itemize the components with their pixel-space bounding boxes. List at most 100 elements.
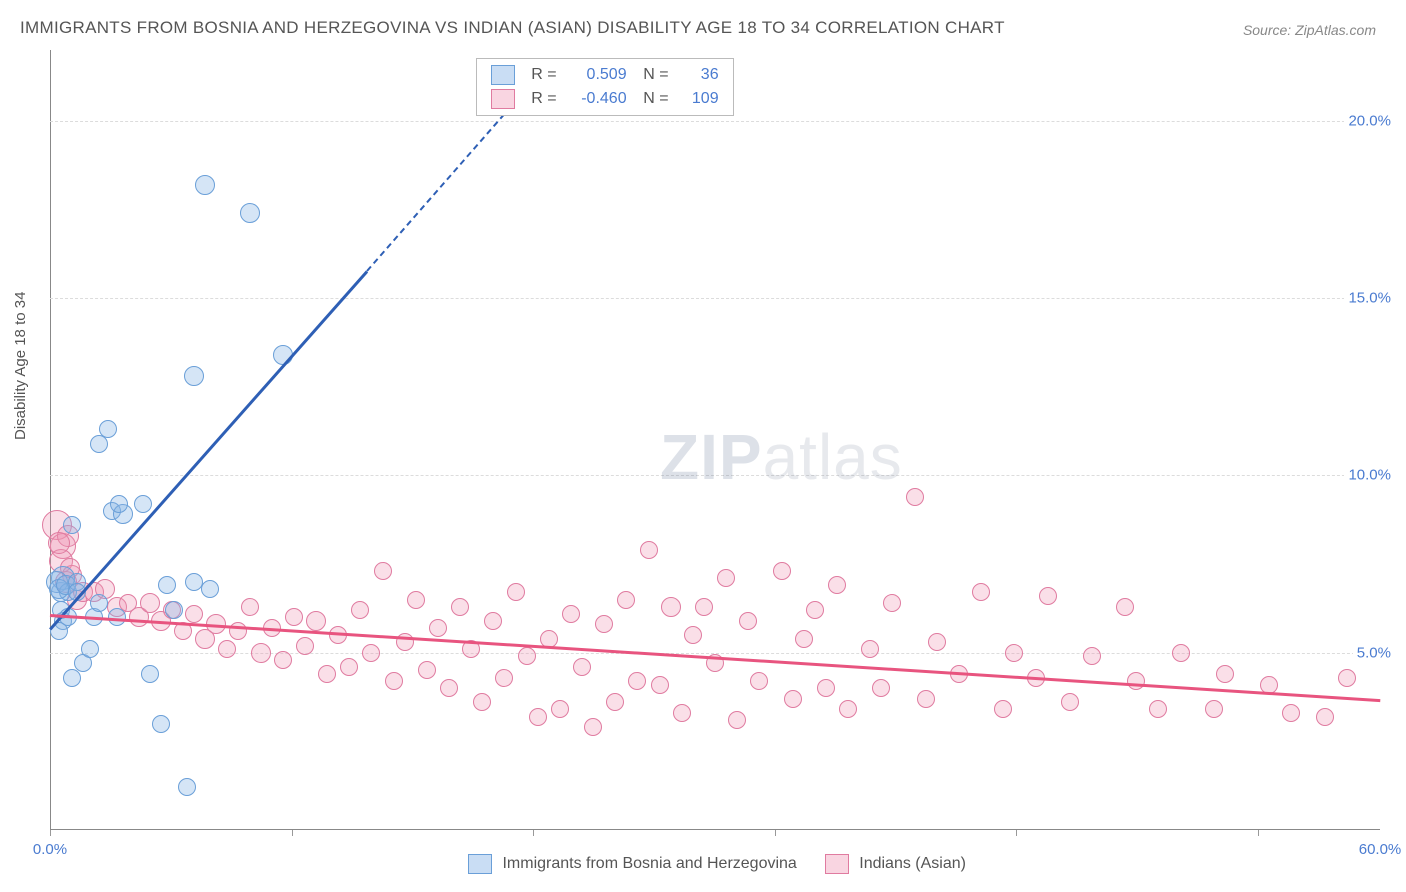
n-value: 36 <box>679 66 719 84</box>
x-tick-mark <box>1258 830 1259 836</box>
data-point <box>90 594 108 612</box>
r-value: -0.460 <box>567 90 627 108</box>
data-point <box>152 715 170 733</box>
n-label: N = <box>637 66 669 84</box>
data-point <box>606 693 624 711</box>
data-point <box>240 203 260 223</box>
data-point <box>201 580 219 598</box>
scatter-plot-area: 5.0%10.0%15.0%20.0%0.0%60.0%R =0.509N =3… <box>50 50 1380 830</box>
data-point <box>1316 708 1334 726</box>
data-point <box>595 615 613 633</box>
stats-row: R = -0.460 N = 109 <box>477 87 733 111</box>
data-point <box>195 175 215 195</box>
x-tick-mark <box>292 830 293 836</box>
data-point <box>473 693 491 711</box>
data-point <box>274 651 292 669</box>
data-point <box>562 605 580 623</box>
stats-row: R = 0.509 N = 36 <box>477 63 733 87</box>
data-point <box>529 708 547 726</box>
data-point <box>784 690 802 708</box>
data-point <box>1127 672 1145 690</box>
data-point <box>773 562 791 580</box>
data-point <box>158 576 176 594</box>
data-point <box>1061 693 1079 711</box>
data-point <box>495 669 513 687</box>
data-point <box>695 598 713 616</box>
data-point <box>165 601 183 619</box>
data-point <box>251 643 271 663</box>
data-point <box>1039 587 1057 605</box>
data-point <box>429 619 447 637</box>
data-point <box>750 672 768 690</box>
data-point <box>81 640 99 658</box>
data-point <box>351 601 369 619</box>
data-point <box>184 366 204 386</box>
data-point <box>507 583 525 601</box>
y-tick-label: 15.0% <box>1344 290 1395 307</box>
y-axis-label: Disability Age 18 to 34 <box>12 292 29 440</box>
x-tick-mark <box>533 830 534 836</box>
x-tick-mark <box>1016 830 1017 836</box>
data-point <box>518 647 536 665</box>
correlation-stats-box: R = 0.509 N = 36 R = -0.460 N = 109 <box>476 58 734 116</box>
data-point <box>628 672 646 690</box>
data-point <box>1282 704 1300 722</box>
data-point <box>617 591 635 609</box>
data-point <box>839 700 857 718</box>
legend-swatch <box>491 89 515 109</box>
n-value: 109 <box>679 90 719 108</box>
data-point <box>972 583 990 601</box>
chart-title: IMMIGRANTS FROM BOSNIA AND HERZEGOVINA V… <box>20 18 1005 38</box>
data-point <box>318 665 336 683</box>
n-label: N = <box>637 90 669 108</box>
data-point <box>451 598 469 616</box>
data-point <box>306 611 326 631</box>
data-point <box>418 661 436 679</box>
r-label: R = <box>525 66 557 84</box>
data-point <box>185 573 203 591</box>
data-point <box>1149 700 1167 718</box>
data-point <box>573 658 591 676</box>
data-point <box>141 665 159 683</box>
data-point <box>1216 665 1234 683</box>
data-point <box>861 640 879 658</box>
data-point <box>407 591 425 609</box>
data-point <box>928 633 946 651</box>
data-point <box>185 605 203 623</box>
r-value: 0.509 <box>567 66 627 84</box>
data-point <box>1005 644 1023 662</box>
gridline <box>50 475 1380 476</box>
data-point <box>739 612 757 630</box>
data-point <box>362 644 380 662</box>
data-point <box>917 690 935 708</box>
legend-swatch <box>491 65 515 85</box>
data-point <box>440 679 458 697</box>
data-point <box>340 658 358 676</box>
data-point <box>817 679 835 697</box>
data-point <box>795 630 813 648</box>
data-point <box>584 718 602 736</box>
data-point <box>140 593 160 613</box>
data-point <box>296 637 314 655</box>
data-point <box>385 672 403 690</box>
data-point <box>110 495 128 513</box>
r-label: R = <box>525 90 557 108</box>
legend-label: Indians (Asian) <box>855 855 966 872</box>
data-point <box>906 488 924 506</box>
legend-swatch <box>825 854 849 874</box>
data-point <box>1205 700 1223 718</box>
data-point <box>994 700 1012 718</box>
legend-swatch <box>468 854 492 874</box>
x-tick-mark <box>775 830 776 836</box>
y-axis-line <box>50 50 51 830</box>
data-point <box>651 676 669 694</box>
data-point <box>134 495 152 513</box>
y-tick-label: 5.0% <box>1353 644 1395 661</box>
data-point <box>551 700 569 718</box>
data-point <box>717 569 735 587</box>
legend-label: Immigrants from Bosnia and Herzegovina <box>498 855 797 872</box>
bottom-legend: Immigrants from Bosnia and Herzegovina I… <box>0 854 1406 874</box>
data-point <box>1083 647 1101 665</box>
data-point <box>1116 598 1134 616</box>
data-point <box>883 594 901 612</box>
